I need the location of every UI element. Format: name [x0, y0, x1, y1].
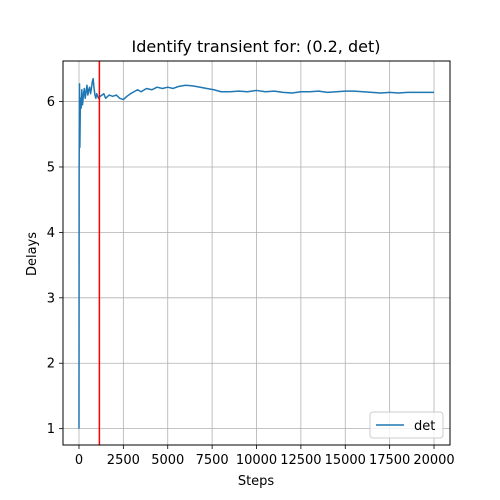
- y-axis-ticks: 1 2 3 4 5 6: [47, 95, 63, 437]
- legend-box: [369, 411, 444, 439]
- y-tick-label: 5: [47, 160, 55, 175]
- x-tick-label: 0: [75, 453, 83, 468]
- x-axis-ticks: 0 2500 5000 7500 10000 12500 15000 17500 20000: [75, 445, 455, 468]
- y-tick-label: 3: [47, 291, 55, 306]
- y-tick-label: 6: [47, 95, 55, 110]
- y-tick-label: 1: [47, 422, 55, 437]
- x-tick-label: 17500: [369, 453, 410, 468]
- x-tick-label: 10000: [236, 453, 277, 468]
- x-tick-label: 5000: [151, 453, 184, 468]
- x-tick-label: 7500: [196, 453, 229, 468]
- legend: det: [369, 411, 444, 439]
- y-tick-label: 2: [47, 357, 55, 372]
- series-line-det: [78, 77, 435, 429]
- legend-label: det: [414, 419, 435, 434]
- series-layer: [78, 77, 435, 429]
- x-tick-label: 15000: [325, 453, 366, 468]
- chart-title: Identify transient for: (0.2, det): [132, 37, 381, 56]
- x-tick-label: 12500: [280, 453, 321, 468]
- x-tick-label: 20000: [413, 453, 454, 468]
- x-tick-label: 2500: [107, 453, 140, 468]
- x-axis-label: Steps: [238, 474, 275, 489]
- y-tick-label: 4: [47, 226, 55, 241]
- y-axis-label: Delays: [25, 232, 40, 276]
